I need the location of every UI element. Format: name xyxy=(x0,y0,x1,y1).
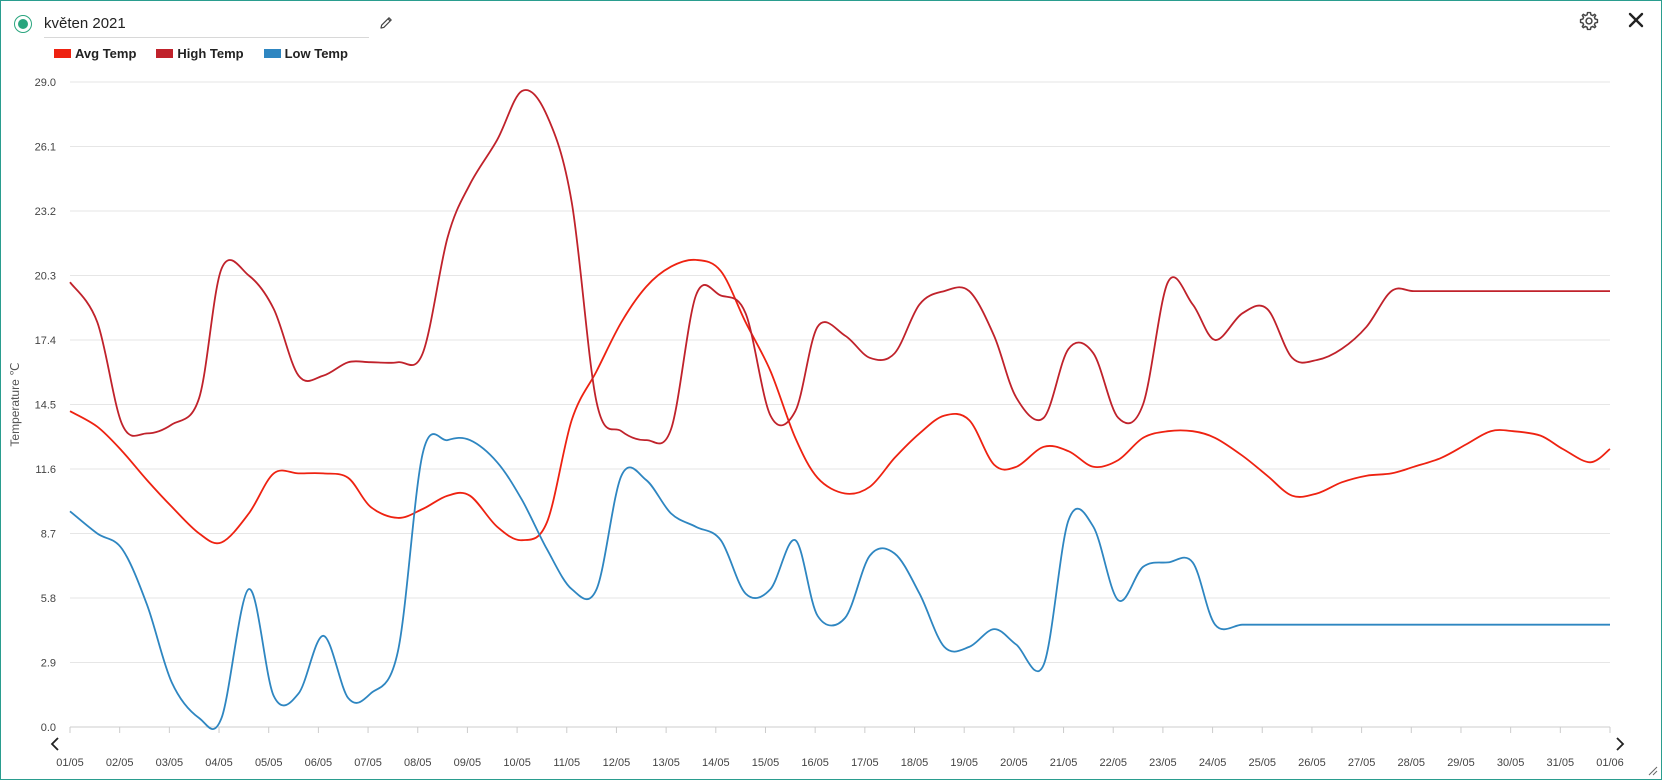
chevron-right-icon[interactable] xyxy=(1613,736,1627,752)
y-tick-label: 11.6 xyxy=(35,464,56,476)
x-tick-label: 19/05 xyxy=(950,757,978,769)
x-tick-label: 13/05 xyxy=(652,757,680,769)
x-tick-label: 07/05 xyxy=(354,757,382,769)
y-tick-label: 23.2 xyxy=(35,206,56,218)
title-input[interactable] xyxy=(44,10,369,38)
chart-legend: Avg Temp High Temp Low Temp xyxy=(54,46,368,61)
y-tick-label: 14.5 xyxy=(35,400,56,412)
x-tick-label: 04/05 xyxy=(205,757,233,769)
y-axis-label: Temperature ℃ xyxy=(8,362,22,446)
x-tick-label: 08/05 xyxy=(404,757,432,769)
y-tick-label: 17.4 xyxy=(35,335,56,347)
x-tick-label: 20/05 xyxy=(1000,757,1028,769)
legend-swatch xyxy=(156,49,174,58)
x-tick-label: 23/05 xyxy=(1149,757,1177,769)
close-icon[interactable] xyxy=(1626,10,1646,30)
x-tick-label: 22/05 xyxy=(1099,757,1127,769)
x-tick-label: 12/05 xyxy=(603,757,631,769)
y-tick-label: 26.1 xyxy=(35,142,56,154)
y-tick-label: 0.0 xyxy=(41,722,56,734)
y-tick-label: 20.3 xyxy=(35,271,56,283)
title-bar xyxy=(14,10,394,38)
x-tick-label: 06/05 xyxy=(305,757,333,769)
resize-handle-icon[interactable] xyxy=(1646,764,1658,776)
x-tick-label: 02/05 xyxy=(106,757,134,769)
x-tick-label: 03/05 xyxy=(156,757,184,769)
x-tick-label: 24/05 xyxy=(1199,757,1227,769)
y-tick-label: 8.7 xyxy=(41,529,56,541)
x-tick-label: 14/05 xyxy=(702,757,730,769)
legend-label: Avg Temp xyxy=(75,46,137,61)
series-line-high-temp xyxy=(69,89,1610,445)
legend-swatch xyxy=(54,49,71,58)
x-tick-label: 31/05 xyxy=(1547,757,1575,769)
x-tick-label: 01/06 xyxy=(1596,757,1624,769)
y-tick-label: 29.0 xyxy=(35,77,56,89)
x-tick-label: 18/05 xyxy=(901,757,929,769)
x-tick-label: 25/05 xyxy=(1248,757,1276,769)
x-tick-label: 28/05 xyxy=(1398,757,1426,769)
chevron-left-icon[interactable] xyxy=(48,736,62,752)
status-indicator-icon[interactable] xyxy=(14,15,32,33)
legend-item-low-temp[interactable]: Low Temp xyxy=(263,46,348,61)
x-tick-label: 26/05 xyxy=(1298,757,1326,769)
y-tick-label: 2.9 xyxy=(41,658,56,670)
x-tick-label: 01/05 xyxy=(56,757,84,769)
legend-item-avg-temp[interactable]: Avg Temp xyxy=(54,46,136,61)
x-tick-label: 15/05 xyxy=(752,757,780,769)
x-tick-label: 11/05 xyxy=(553,757,580,769)
x-tick-label: 21/05 xyxy=(1050,757,1078,769)
series-line-low-temp xyxy=(69,433,1610,731)
legend-label: High Temp xyxy=(177,46,244,61)
x-tick-label: 09/05 xyxy=(454,757,482,769)
series-line-avg-temp xyxy=(69,258,1611,545)
y-tick-label: 5.8 xyxy=(41,593,56,605)
x-tick-label: 05/05 xyxy=(255,757,283,769)
x-tick-label: 17/05 xyxy=(851,757,879,769)
x-tick-label: 27/05 xyxy=(1348,757,1376,769)
x-tick-label: 16/05 xyxy=(801,757,829,769)
x-tick-label: 29/05 xyxy=(1447,757,1475,769)
legend-swatch xyxy=(263,49,281,58)
pencil-icon[interactable] xyxy=(378,15,394,31)
x-tick-label: 10/05 xyxy=(503,757,531,769)
gear-icon[interactable] xyxy=(1578,10,1600,32)
legend-label: Low Temp xyxy=(284,46,348,61)
x-tick-label: 30/05 xyxy=(1497,757,1525,769)
legend-item-high-temp[interactable]: High Temp xyxy=(156,46,244,61)
